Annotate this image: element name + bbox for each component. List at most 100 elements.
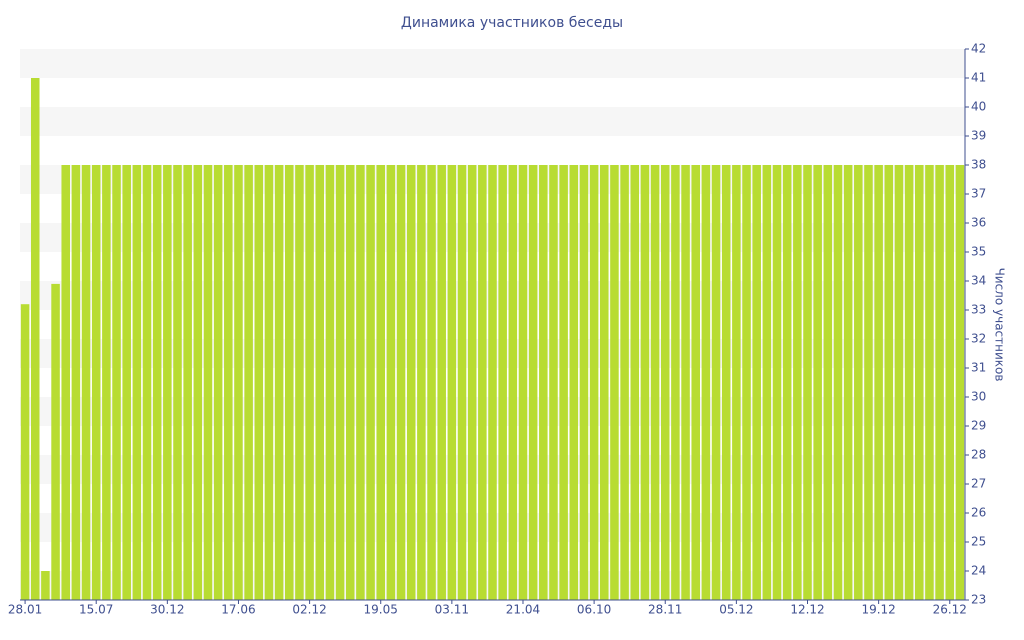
chart-title: Динамика участников беседы [401,15,623,31]
bar [579,165,589,600]
x-tick-label: 26.12 [933,603,967,617]
bar [457,165,467,600]
bar [925,165,934,600]
bar [142,165,152,600]
bar [610,165,619,600]
x-tick-label: 17.06 [221,603,255,617]
bar [874,165,883,600]
bar [234,165,243,600]
x-tick-label: 03.11 [435,603,469,617]
x-tick-label: 05.12 [719,603,753,617]
bar [589,165,599,600]
bar [213,165,223,600]
bar [640,165,650,600]
grid-band [20,49,965,78]
bar [41,571,50,600]
y-tick-label: 39 [971,129,986,143]
y-tick-label: 29 [971,419,986,433]
bar [833,165,843,600]
bar [254,165,264,600]
bar [600,165,609,600]
bar [132,165,142,600]
bar [671,165,680,600]
bar [772,165,782,600]
bar [701,165,711,600]
bar [528,165,538,600]
bar [823,165,833,600]
bar [112,165,121,600]
bar [102,165,111,600]
bar [854,165,863,600]
bar [295,165,304,600]
y-axis-title: Число участников [993,268,1007,382]
bar [915,165,924,600]
bar [71,165,81,600]
y-tick-label: 35 [971,245,986,259]
x-tick-label: 28.11 [648,603,682,617]
x-tick-label: 19.12 [861,603,895,617]
bar [884,165,894,600]
x-tick-label: 06.10 [577,603,611,617]
y-tick-label: 40 [971,100,986,114]
bar [518,165,528,600]
y-tick-label: 41 [971,71,986,85]
bar [620,165,629,600]
bar [549,165,558,600]
grid-band [20,107,965,136]
bar [721,165,731,600]
bar [732,165,741,600]
bar [793,165,802,600]
bar [366,165,375,600]
bar [285,165,294,600]
bar [945,165,955,600]
bar [539,165,548,600]
bar [244,165,253,600]
bar [386,165,396,600]
bar [742,165,751,600]
x-tick-label: 12.12 [790,603,824,617]
bar [91,165,101,600]
y-tick-label: 28 [971,448,986,462]
y-tick-label: 36 [971,216,986,230]
y-tick-label: 26 [971,506,986,520]
x-tick-label: 28.01 [8,603,42,617]
bar [803,165,812,600]
bar [437,165,446,600]
bar [894,165,904,600]
bar [864,165,873,600]
bar [81,165,91,600]
bar [356,165,365,600]
bar [650,165,660,600]
y-tick-label: 24 [971,564,986,578]
bar [173,165,182,600]
bar [163,165,172,600]
bar [691,165,700,600]
bar [467,165,477,600]
bar [30,78,40,600]
bar [264,165,274,600]
bar [488,165,497,600]
bar [813,165,822,600]
bar [782,165,792,600]
y-tick-label: 30 [971,390,986,404]
x-tick-label: 30.12 [150,603,184,617]
bar [904,165,914,600]
y-tick-label: 33 [971,303,986,317]
bar [406,165,416,600]
bar [955,165,965,600]
bar [427,165,436,600]
bar [315,165,325,600]
bar [417,165,426,600]
bar [630,165,640,600]
bar [335,165,345,600]
x-tick-label: 15.07 [79,603,113,617]
bar [478,165,487,600]
bar [345,165,355,600]
bar [447,165,457,600]
x-tick-label: 02.12 [292,603,326,617]
y-tick-label: 25 [971,535,986,549]
y-tick-label: 31 [971,361,986,375]
bar [122,165,131,600]
y-tick-label: 34 [971,274,986,288]
